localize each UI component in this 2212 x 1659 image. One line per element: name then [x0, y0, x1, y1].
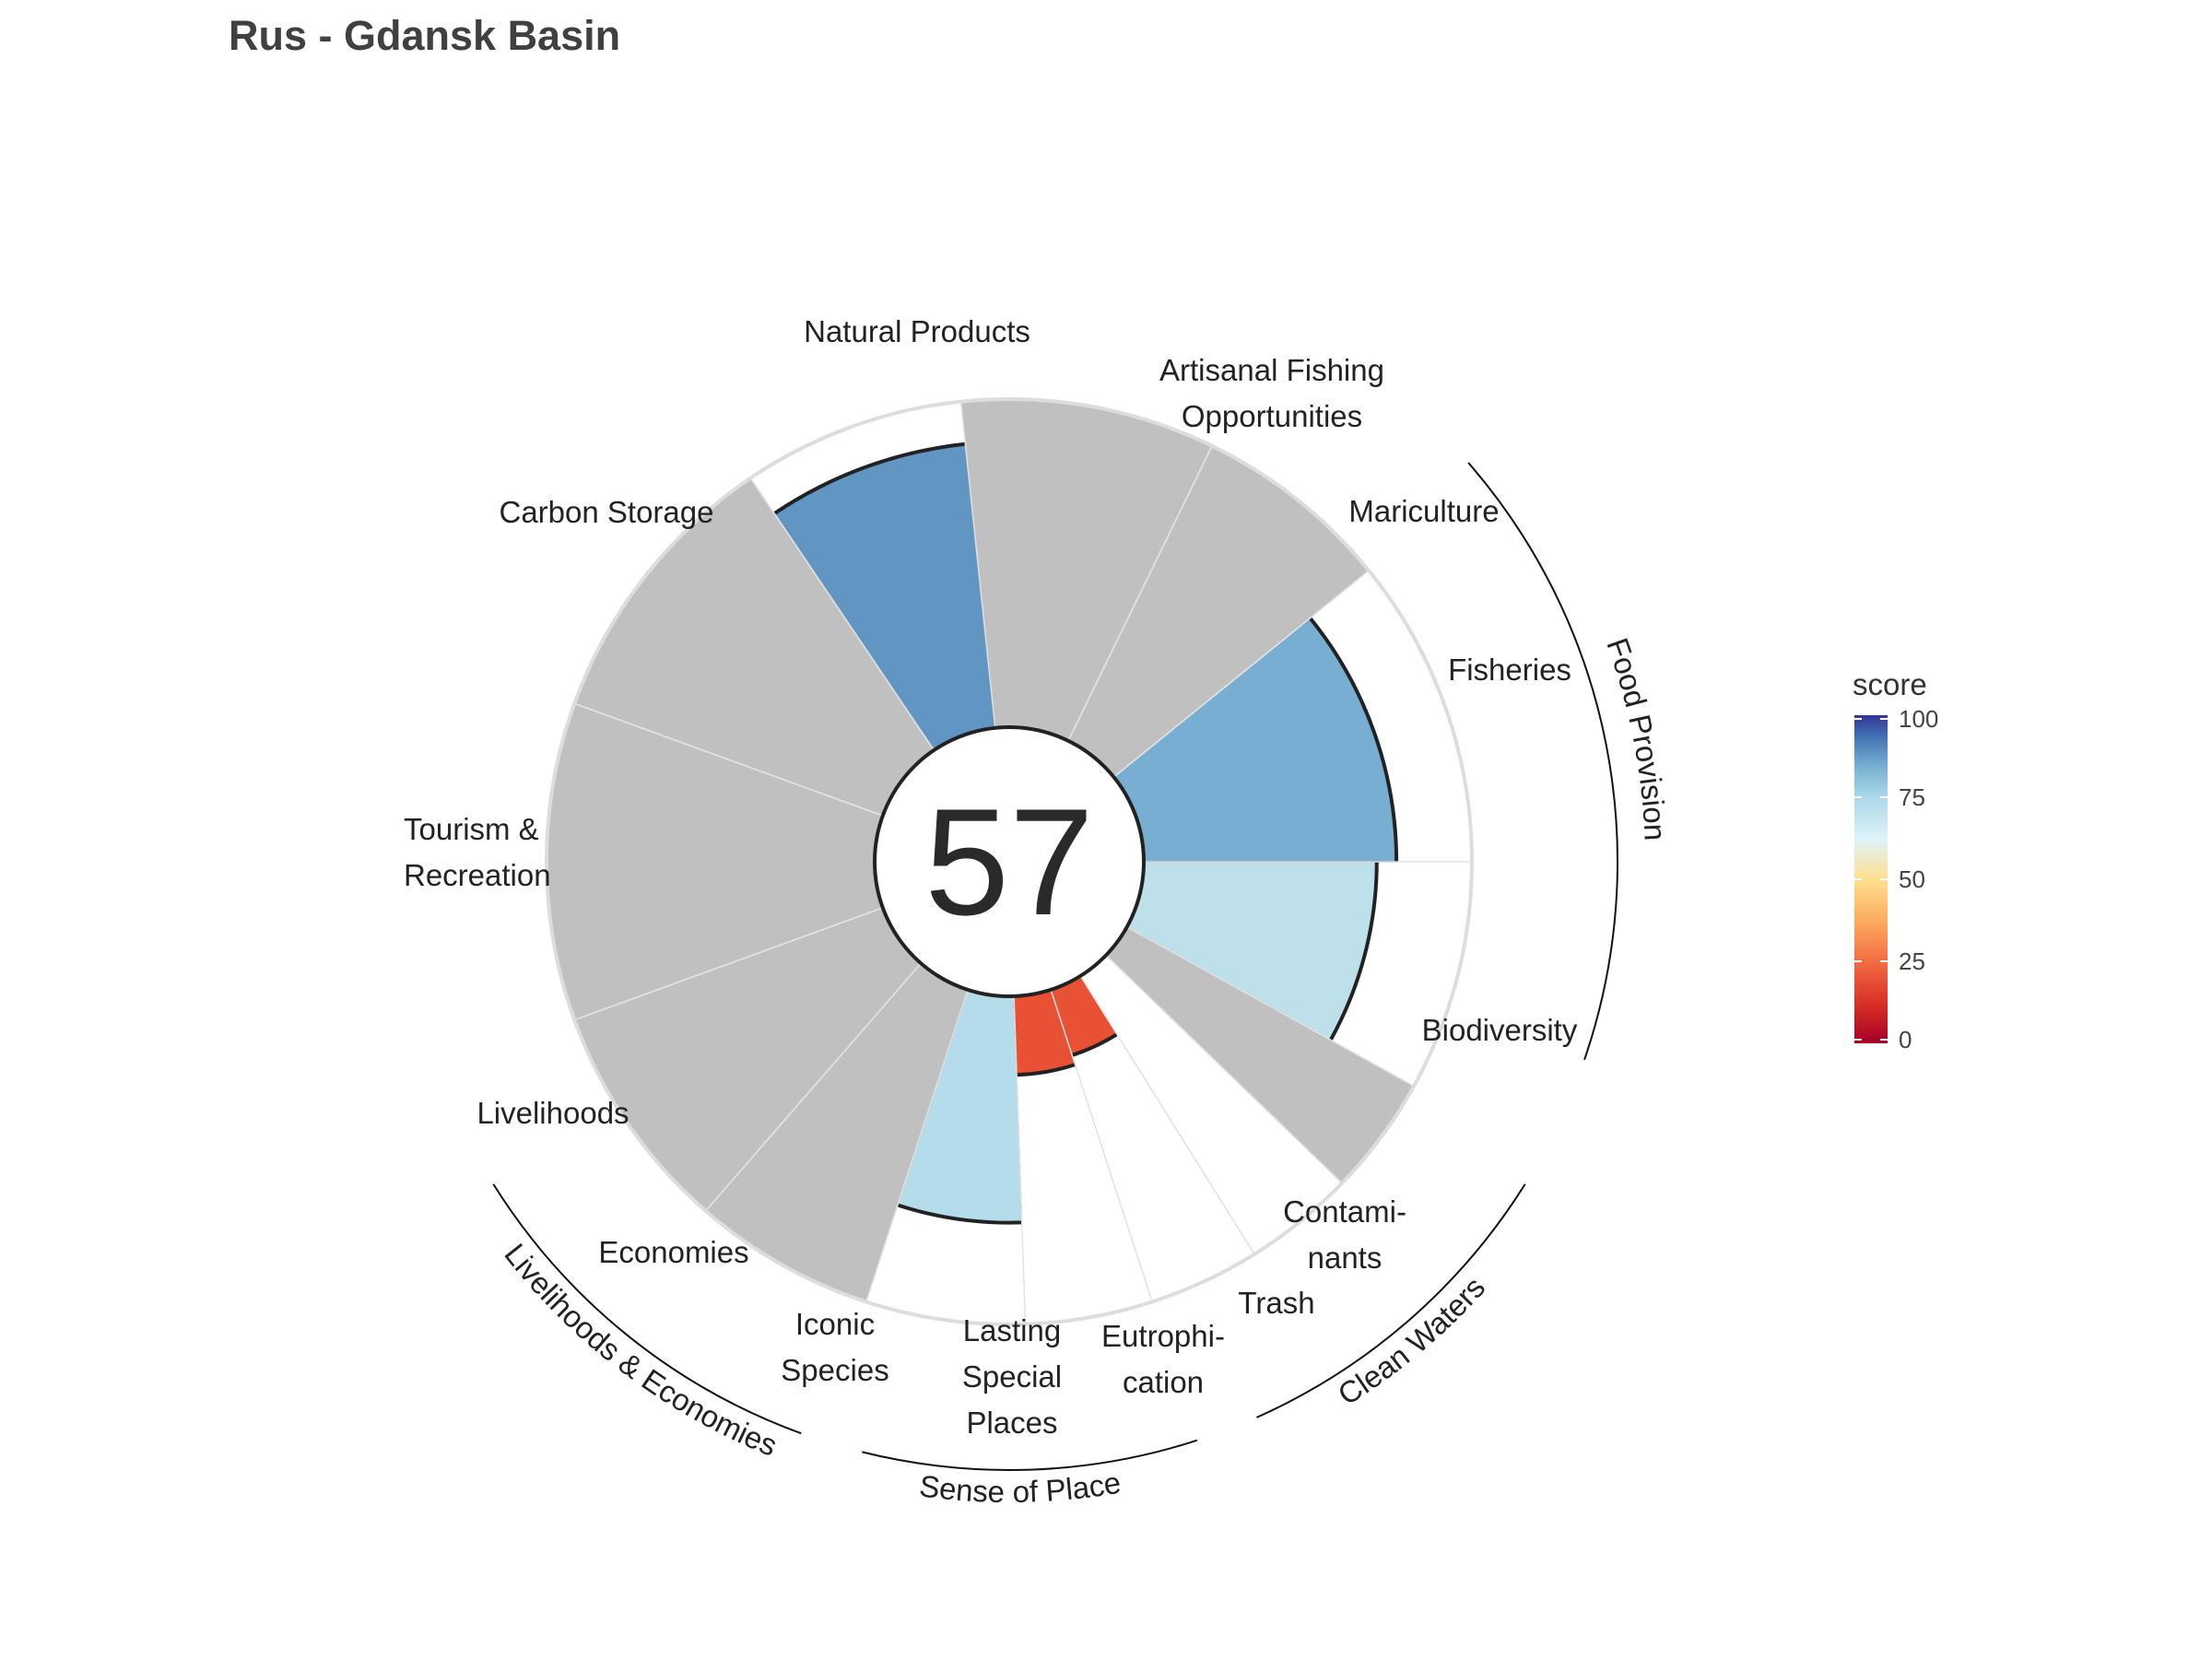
goal-label-carbon-storage: Carbon Storage — [500, 495, 714, 529]
legend-tick-label: 75 — [1899, 783, 1925, 811]
center-circle — [873, 725, 1146, 998]
goal-label-fisheries: Fisheries — [1448, 653, 1571, 687]
goal-label-line: Fisheries — [1448, 653, 1571, 687]
legend: score 0 25 50 75 100 — [1853, 667, 1938, 1053]
goal-label-line: Carbon Storage — [500, 495, 714, 529]
goal-label-mariculture: Mariculture — [1348, 494, 1499, 528]
goal-label-line: Species — [781, 1353, 888, 1387]
legend-tick-label: 25 — [1899, 947, 1925, 975]
spoke — [574, 907, 884, 1021]
goal-label-line: nants — [1308, 1241, 1382, 1275]
goal-label-line: Livelihoods — [477, 1096, 629, 1130]
group-label: Food Provision — [1600, 633, 1672, 841]
ring-circle — [545, 397, 1474, 1326]
petal-outline-iconic-species — [897, 1203, 1022, 1225]
goal-label-line: Eutrophi- — [1101, 1319, 1225, 1353]
chart-title: Rus - Gdansk Basin — [229, 12, 620, 59]
spoke — [1050, 989, 1153, 1302]
spoke — [1112, 570, 1370, 778]
goal-label-line: Contami- — [1283, 1194, 1406, 1229]
spoke — [1079, 975, 1255, 1255]
group-arc — [862, 1439, 1198, 1471]
goal-label-contaminants: Contami-nants — [1283, 1194, 1406, 1275]
petal-outline-eutrophication — [1071, 1032, 1119, 1057]
spoke — [749, 477, 935, 751]
goal-labels: Fisheries Mariculture Artisanal Fishing Opp… — [404, 314, 1578, 1440]
spoke — [1067, 445, 1213, 742]
spoke — [865, 989, 969, 1302]
legend-title: score — [1853, 667, 1927, 701]
goal-label-artisanal-fishing-opportunities: Artisanal Fishing Opportunities — [1159, 353, 1384, 433]
goal-label-lasting-special-places: Lasting Special Places — [962, 1313, 1062, 1440]
spoke — [705, 962, 922, 1212]
spoke — [574, 702, 884, 817]
petal-outline-lasting-special-places — [1017, 1063, 1077, 1077]
legend-tick-label: 0 — [1899, 1026, 1912, 1053]
group-label: Livelihoods & Economies — [498, 1237, 782, 1463]
petals — [546, 398, 1416, 1303]
goal-label-biodiversity: Biodiversity — [1422, 1013, 1578, 1047]
goal-label-natural-products: Natural Products — [804, 314, 1030, 348]
goal-label-line: Places — [966, 1406, 1057, 1440]
goal-label-tourism-recreation: Tourism & Recreation — [404, 812, 551, 892]
goal-label-economies: Economies — [598, 1235, 748, 1269]
spoke — [959, 401, 996, 728]
goal-label-trash: Trash — [1238, 1286, 1314, 1320]
legend-tick-label: 50 — [1899, 865, 1925, 893]
legend-tick-label: 100 — [1899, 705, 1938, 733]
group-label: Sense of Place — [918, 1465, 1124, 1509]
group-arc — [1467, 462, 1618, 1061]
goal-label-eutrophication: Eutrophi-cation — [1101, 1319, 1225, 1399]
petal-outline-natural-products — [773, 441, 966, 515]
goal-label-line: Economies — [598, 1235, 748, 1269]
goal-label-line: Recreation — [404, 858, 551, 892]
goal-label-line: Iconic — [795, 1307, 875, 1341]
goal-label-line: Mariculture — [1348, 494, 1499, 528]
goal-label-line: Biodiversity — [1422, 1013, 1578, 1047]
goal-label-line: Opportunities — [1182, 399, 1362, 433]
spoke — [1105, 954, 1343, 1184]
goal-label-line: Tourism & — [404, 812, 539, 846]
petal-outline-fisheries — [1308, 617, 1399, 863]
spoke — [1126, 926, 1415, 1088]
goal-label-line: Lasting — [963, 1313, 1061, 1347]
goal-label-iconic-species: Iconic Species — [781, 1307, 888, 1387]
spoke — [1013, 995, 1027, 1324]
goal-label-line: cation — [1123, 1365, 1204, 1399]
center-score: 57 — [924, 777, 1094, 947]
goal-label-line: Natural Products — [804, 314, 1030, 348]
outer-ring — [545, 397, 1474, 1326]
group-label: Clean Waters — [1332, 1270, 1491, 1412]
goal-label-line: Trash — [1238, 1286, 1314, 1320]
petal-outline-biodiversity — [1329, 861, 1379, 1041]
group-arc — [492, 1183, 802, 1435]
legend-ticks: 0 25 50 75 100 — [1854, 705, 1938, 1053]
group-arc — [1256, 1183, 1526, 1418]
goal-label-line: Special — [962, 1359, 1062, 1394]
goal-label-livelihoods: Livelihoods — [477, 1096, 629, 1130]
goal-label-line: Artisanal Fishing — [1159, 353, 1384, 387]
